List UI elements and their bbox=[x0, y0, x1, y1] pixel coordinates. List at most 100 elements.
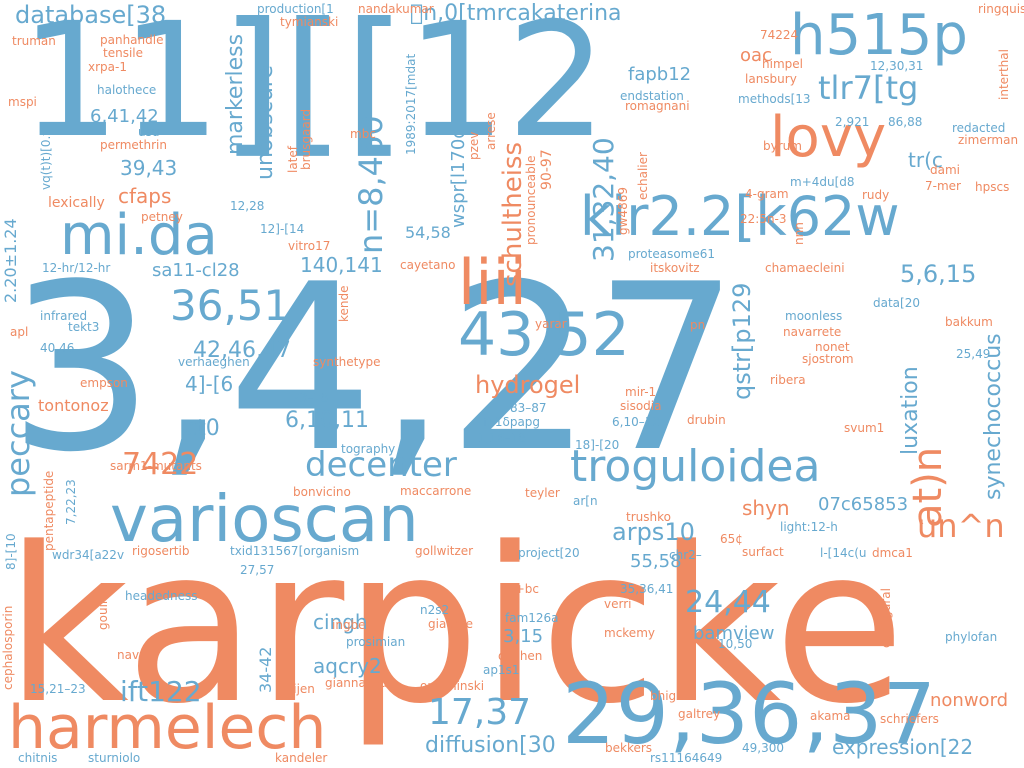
word: arrese bbox=[484, 112, 498, 150]
word: hpscs bbox=[975, 180, 1010, 194]
word: 49,300 bbox=[742, 741, 784, 755]
word: maccarrone bbox=[400, 484, 472, 498]
word: tensile bbox=[103, 46, 143, 60]
word: shyn bbox=[742, 496, 790, 520]
word: infrared bbox=[40, 309, 88, 323]
word: pentapeptide bbox=[42, 470, 56, 551]
word: pv+bc bbox=[500, 582, 539, 596]
word: gollwitzer bbox=[415, 544, 474, 558]
word: prosimian bbox=[346, 635, 406, 649]
word: markerless bbox=[223, 33, 248, 155]
word: bekkers bbox=[605, 741, 653, 755]
word: akama bbox=[810, 709, 851, 723]
word: ct0 bbox=[185, 416, 220, 441]
word: 15,21–23 bbox=[30, 682, 86, 696]
word: halothece bbox=[97, 83, 157, 97]
word: kir2.2[k62w bbox=[580, 185, 900, 248]
word: methods[13 bbox=[738, 92, 811, 106]
word: schultheiss bbox=[498, 141, 528, 287]
word: endstation bbox=[620, 89, 684, 103]
word: 90-97 bbox=[539, 149, 555, 190]
word: sa11-cl28 bbox=[152, 260, 240, 281]
word: oac bbox=[740, 45, 772, 66]
word: teyler bbox=[525, 486, 560, 500]
word: permethrin bbox=[100, 138, 167, 152]
word: 86,88 bbox=[888, 115, 923, 129]
word: tography bbox=[341, 442, 396, 456]
word: 1989:2017[mdat bbox=[404, 53, 418, 155]
word: 10,50 bbox=[718, 637, 753, 651]
word: at)n bbox=[905, 446, 951, 528]
word: yarar bbox=[535, 317, 567, 331]
word: ar[n bbox=[573, 494, 598, 508]
word: bakkum bbox=[945, 315, 993, 329]
word: 17,37 bbox=[428, 692, 532, 733]
word: ringquist bbox=[978, 2, 1024, 16]
word: lexically bbox=[48, 195, 105, 211]
word: ift122 bbox=[120, 675, 202, 708]
word: diffusion[30 bbox=[425, 733, 556, 758]
word: sjostrom bbox=[802, 352, 854, 366]
word: light:12-h bbox=[780, 520, 838, 534]
word: nav bbox=[117, 648, 140, 662]
word: truman bbox=[12, 34, 56, 48]
word: brusgaard bbox=[299, 108, 313, 170]
word: 39,43 bbox=[120, 156, 178, 180]
word: sijen bbox=[287, 682, 315, 696]
word: lansbury bbox=[745, 72, 797, 86]
word: luxation bbox=[898, 366, 923, 455]
word: ingber bbox=[332, 618, 371, 632]
word: 12-hr/12-hr bbox=[42, 261, 111, 275]
word: l-[14c(u bbox=[820, 546, 867, 560]
word: sisodia bbox=[620, 399, 662, 413]
word: ap1s1 bbox=[483, 663, 520, 677]
word: 6,10,11 bbox=[285, 408, 369, 433]
word: giannakou bbox=[325, 676, 388, 690]
word: 6,41,42 bbox=[90, 106, 159, 127]
word: harmelech bbox=[8, 693, 327, 763]
word: 3,15 bbox=[503, 626, 544, 647]
word: 83–87 bbox=[510, 401, 547, 415]
word: tekt3 bbox=[68, 320, 100, 334]
word: 7422 bbox=[122, 447, 199, 482]
word: aqcry2 bbox=[313, 654, 382, 678]
word: bamview bbox=[693, 623, 775, 644]
word: 27,57 bbox=[240, 563, 275, 577]
word: nonword bbox=[930, 690, 1009, 711]
word: svum1 bbox=[844, 421, 885, 435]
word: pn bbox=[690, 318, 706, 332]
word: hydrogel bbox=[475, 371, 581, 399]
word: latef bbox=[286, 146, 300, 173]
word: xrpa-1 bbox=[88, 60, 127, 74]
word: 25,49 bbox=[956, 347, 991, 361]
word: varioscan bbox=[110, 483, 419, 557]
word: 65¢ bbox=[720, 532, 743, 546]
word: sarm1-mutants bbox=[110, 459, 202, 473]
word: 140,141 bbox=[300, 253, 383, 277]
word: nonet bbox=[815, 340, 850, 354]
word: 18]-[20 bbox=[575, 438, 620, 452]
word: karpicke bbox=[5, 502, 906, 751]
word: tr(c bbox=[908, 148, 943, 172]
word: liii bbox=[458, 246, 527, 319]
word: lovy bbox=[770, 105, 887, 170]
word: 11][[12 bbox=[20, 0, 608, 173]
word: tontonoz bbox=[38, 396, 109, 415]
word: unobscure bbox=[253, 65, 278, 180]
word: gw4869 bbox=[616, 187, 630, 235]
word: 29,36,37 bbox=[562, 665, 937, 763]
word: galtrey bbox=[678, 707, 721, 721]
word: 8]-[10 bbox=[4, 533, 18, 570]
word: giaume bbox=[428, 617, 473, 631]
word: mspi bbox=[8, 95, 37, 109]
word: zimerman bbox=[958, 133, 1019, 147]
word: ribera bbox=[770, 373, 806, 387]
word: trushko bbox=[626, 510, 671, 524]
word: n2s2 bbox=[420, 603, 450, 617]
word: 74224 bbox=[760, 28, 799, 42]
word: gouil bbox=[96, 600, 110, 630]
word: mir-1 bbox=[625, 385, 657, 399]
word: chitnis bbox=[18, 751, 58, 765]
word: 4]-[6 bbox=[185, 372, 234, 396]
word: proteasome61 bbox=[628, 247, 716, 261]
